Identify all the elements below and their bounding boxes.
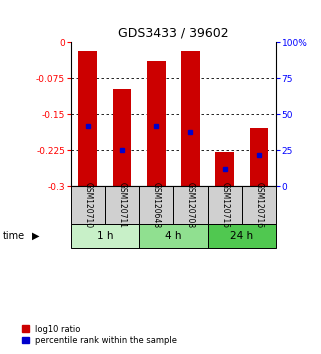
Bar — [208, 224, 276, 248]
Bar — [208, 186, 242, 224]
Bar — [249, 128, 268, 186]
Text: 1 h: 1 h — [97, 231, 113, 241]
Bar — [71, 186, 105, 224]
Bar — [181, 51, 200, 186]
Bar — [242, 186, 276, 224]
Text: GSM120715: GSM120715 — [220, 182, 229, 228]
Text: GSM120710: GSM120710 — [83, 182, 92, 228]
Bar — [139, 224, 208, 248]
Bar — [113, 90, 131, 186]
Text: time: time — [3, 231, 25, 241]
Bar — [147, 61, 166, 186]
Text: GSM120708: GSM120708 — [186, 182, 195, 228]
Bar — [215, 152, 234, 186]
Bar — [139, 186, 173, 224]
Text: 4 h: 4 h — [165, 231, 182, 241]
Bar — [173, 186, 208, 224]
Text: ▶: ▶ — [32, 231, 39, 241]
Bar — [71, 224, 139, 248]
Text: GSM120648: GSM120648 — [152, 182, 161, 228]
Text: GSM120716: GSM120716 — [255, 182, 264, 228]
Text: 24 h: 24 h — [230, 231, 253, 241]
Bar — [105, 186, 139, 224]
Bar — [78, 51, 97, 186]
Legend: log10 ratio, percentile rank within the sample: log10 ratio, percentile rank within the … — [20, 323, 179, 346]
Text: GSM120711: GSM120711 — [117, 182, 126, 228]
Title: GDS3433 / 39602: GDS3433 / 39602 — [118, 27, 229, 40]
